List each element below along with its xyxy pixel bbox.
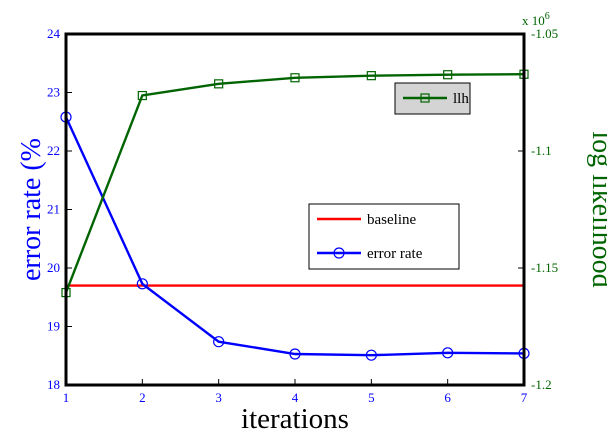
x-tick-label: 7 <box>521 390 528 405</box>
right-tick-label: -1.1 <box>531 143 552 158</box>
x-tick-label: 3 <box>215 390 222 405</box>
error-rate-point <box>213 336 225 348</box>
legend-marker-square <box>420 93 430 103</box>
series-line-llh <box>64 73 525 294</box>
left-tick-label: 22 <box>47 143 60 158</box>
legend-marker-circle <box>333 247 345 259</box>
x-tick-label: 1 <box>63 390 70 405</box>
left-tick-label: 18 <box>47 377 60 392</box>
legend-label: llh <box>453 91 469 107</box>
x-tick-label: 4 <box>292 390 299 405</box>
x-tick-label: 2 <box>139 390 146 405</box>
exponent-base: x 10 <box>522 13 545 28</box>
error-rate-point <box>289 348 301 360</box>
x-tick-label: 5 <box>368 390 375 405</box>
right-tick-label: -1.2 <box>531 377 552 392</box>
right-tick-label: -1.15 <box>531 260 558 275</box>
left-tick-label: 23 <box>47 85 60 100</box>
x-axis-title: iterations <box>241 403 349 434</box>
legend-label: error rate <box>367 246 423 262</box>
legend-label: baseline <box>367 212 416 228</box>
x-tick-label: 6 <box>444 390 451 405</box>
right-tick-label: -1.05 <box>531 26 558 41</box>
llh-point <box>214 79 224 89</box>
legend-baseline-error <box>308 203 460 270</box>
llh-point <box>443 70 453 80</box>
right-axis-title: log likelihood <box>586 131 607 287</box>
left-axis-title: error rate (% <box>16 138 47 281</box>
left-tick-label: 21 <box>47 202 60 217</box>
error-rate-point <box>442 347 454 359</box>
left-tick-label: 19 <box>47 319 60 334</box>
error-rate-point <box>365 349 377 361</box>
llh-point <box>137 90 147 101</box>
right-axis-exponent: x 106 <box>522 11 550 28</box>
llh-point <box>366 71 376 81</box>
series-line-error-rate <box>64 116 525 357</box>
error-rate-point <box>136 278 148 290</box>
llh-point <box>290 73 300 83</box>
left-tick-label: 20 <box>47 260 60 275</box>
exponent-power: 6 <box>545 11 550 22</box>
left-tick-label: 24 <box>47 26 61 41</box>
legend-layer: llh baseline error rate <box>308 82 471 270</box>
